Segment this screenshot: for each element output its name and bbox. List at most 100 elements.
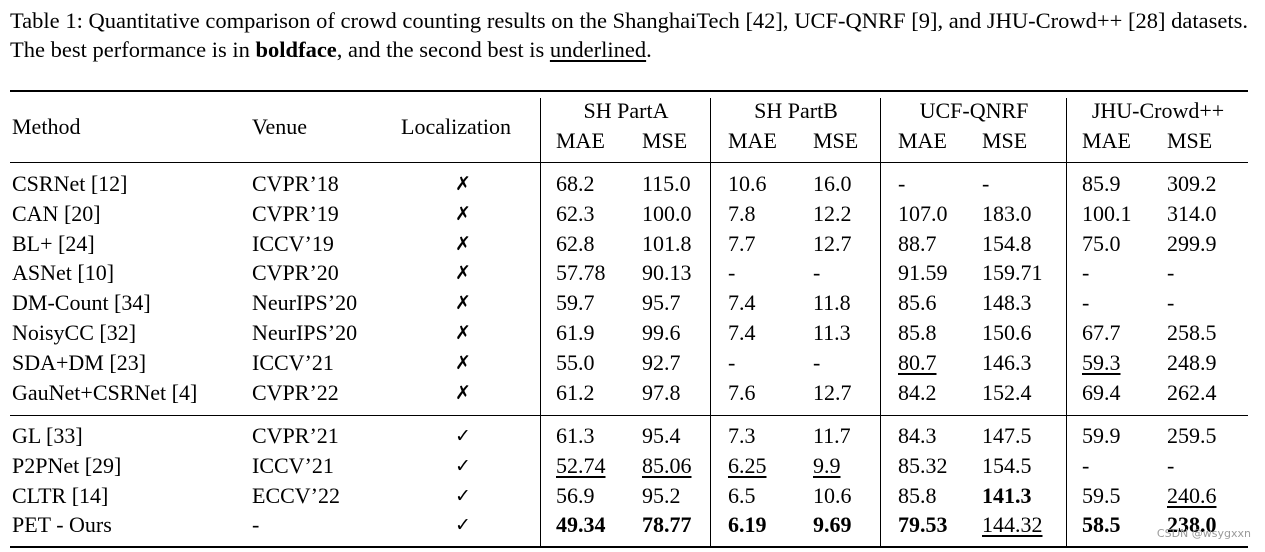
value-cell: 183.0 xyxy=(982,200,1032,226)
value-cell: 7.4 xyxy=(728,320,756,345)
venue-cell: NeurIPS’20 xyxy=(252,290,358,316)
venue-cell: NeurIPS’20 xyxy=(252,320,358,345)
column-divider xyxy=(540,98,541,546)
value-cell: 59.7 xyxy=(556,290,595,316)
header-venue: Venue xyxy=(252,114,307,139)
value-cell: 61.2 xyxy=(556,379,595,405)
value-cell: 11.7 xyxy=(813,423,851,448)
column-divider xyxy=(1066,98,1067,546)
value-cell: 79.53 xyxy=(898,512,948,538)
method-cell: PET - Ours xyxy=(12,512,112,538)
venue-cell: ICCV’21 xyxy=(252,452,334,478)
venue-cell: ICCV’21 xyxy=(252,349,334,375)
value-cell: 107.0 xyxy=(898,200,948,226)
value-cell: - xyxy=(898,171,906,196)
value-cell: 248.9 xyxy=(1167,349,1217,375)
method-cell: CSRNet [12] xyxy=(12,171,128,196)
value-cell: 59.3 xyxy=(1082,349,1121,375)
value-cell: 85.06 xyxy=(642,452,692,478)
value-cell: 6.5 xyxy=(728,482,756,508)
value-cell: 52.74 xyxy=(556,452,606,478)
value-cell: 95.4 xyxy=(642,423,681,448)
value-cell: - xyxy=(1167,452,1175,478)
value-cell: 238.0 xyxy=(1167,512,1217,538)
value-cell: - xyxy=(1167,290,1175,316)
value-cell: 154.8 xyxy=(982,230,1032,256)
value-cell: 12.7 xyxy=(813,230,852,256)
value-cell: 11.8 xyxy=(813,290,851,316)
value-cell: 152.4 xyxy=(982,379,1032,405)
cross-icon: ✗ xyxy=(455,202,471,225)
method-cell: DM-Count [34] xyxy=(12,290,151,316)
value-cell: 16.0 xyxy=(813,171,852,196)
value-cell: 299.9 xyxy=(1167,230,1217,256)
watermark: CSDN @wsygxxn xyxy=(1156,527,1251,540)
caption-prefix: Table 1: Quantitative comparison of crow… xyxy=(10,8,1248,62)
value-cell: 12.2 xyxy=(813,200,852,226)
value-cell: 100.1 xyxy=(1082,200,1132,226)
top-rule xyxy=(10,90,1248,92)
header-metric-mse: MSE xyxy=(982,128,1028,153)
cross-icon: ✗ xyxy=(455,232,471,255)
venue-cell: ICCV’19 xyxy=(252,230,334,256)
venue-cell: CVPR’19 xyxy=(252,200,339,226)
caption-middle: , and the second best is xyxy=(336,37,550,62)
header-metric-mse: MSE xyxy=(813,128,859,153)
value-cell: 6.19 xyxy=(728,512,767,538)
header-group-jhu-crowd: JHU-Crowd++ xyxy=(1091,98,1225,123)
value-cell: 62.8 xyxy=(556,230,595,256)
value-cell: 61.9 xyxy=(556,320,595,345)
table-caption: Table 1: Quantitative comparison of crow… xyxy=(10,6,1248,64)
value-cell: 88.7 xyxy=(898,230,937,256)
value-cell: 68.2 xyxy=(556,171,595,196)
cross-icon: ✗ xyxy=(455,322,471,344)
value-cell: - xyxy=(728,349,736,375)
value-cell: 58.5 xyxy=(1082,512,1121,538)
venue-cell: CVPR’21 xyxy=(252,423,339,448)
value-cell: 146.3 xyxy=(982,349,1032,375)
value-cell: 84.3 xyxy=(898,423,937,448)
value-cell: 7.4 xyxy=(728,290,756,316)
bottom-rule xyxy=(10,546,1248,548)
value-cell: 9.69 xyxy=(813,512,852,538)
value-cell: 9.9 xyxy=(813,452,841,478)
venue-cell: CVPR’20 xyxy=(252,260,339,286)
value-cell: 84.2 xyxy=(898,379,937,405)
value-cell: - xyxy=(1167,260,1175,286)
value-cell: 55.0 xyxy=(556,349,595,375)
method-cell: ASNet [10] xyxy=(12,260,115,286)
value-cell: 7.7 xyxy=(728,230,756,256)
value-cell: 101.8 xyxy=(642,230,692,256)
value-cell: 69.4 xyxy=(1082,379,1121,405)
value-cell: 75.0 xyxy=(1082,230,1121,256)
caption-suffix: . xyxy=(646,37,652,62)
value-cell: 10.6 xyxy=(813,482,852,508)
column-divider xyxy=(710,98,711,546)
check-icon: ✓ xyxy=(455,484,471,507)
method-cell: NoisyCC [32] xyxy=(12,320,137,345)
header-group-sh-parta: SH PartA xyxy=(583,98,669,123)
column-divider xyxy=(880,98,881,546)
value-cell: 100.0 xyxy=(642,200,692,226)
value-cell: - xyxy=(1082,290,1090,316)
value-cell: 259.5 xyxy=(1167,423,1217,448)
value-cell: 11.3 xyxy=(813,320,851,345)
header-metric-mse: MSE xyxy=(1167,128,1213,153)
caption-underlined-word: underlined xyxy=(549,37,647,62)
cross-icon: ✗ xyxy=(455,292,471,315)
method-cell: CLTR [14] xyxy=(12,482,109,508)
value-cell: 59.5 xyxy=(1082,482,1121,508)
value-cell: 7.8 xyxy=(728,200,756,226)
method-cell: BL+ [24] xyxy=(12,230,95,256)
value-cell: 92.7 xyxy=(642,349,681,375)
value-cell: 148.3 xyxy=(982,290,1032,316)
value-cell: 6.25 xyxy=(728,452,767,478)
header-metric-mae: MAE xyxy=(728,128,777,153)
value-cell: 240.6 xyxy=(1167,482,1217,508)
cross-icon: ✗ xyxy=(455,262,471,285)
value-cell: 7.6 xyxy=(728,379,756,405)
header-metric-mae: MAE xyxy=(898,128,947,153)
value-cell: 95.2 xyxy=(642,482,681,508)
value-cell: 147.5 xyxy=(982,423,1032,448)
group-separator-rule xyxy=(10,415,1248,416)
